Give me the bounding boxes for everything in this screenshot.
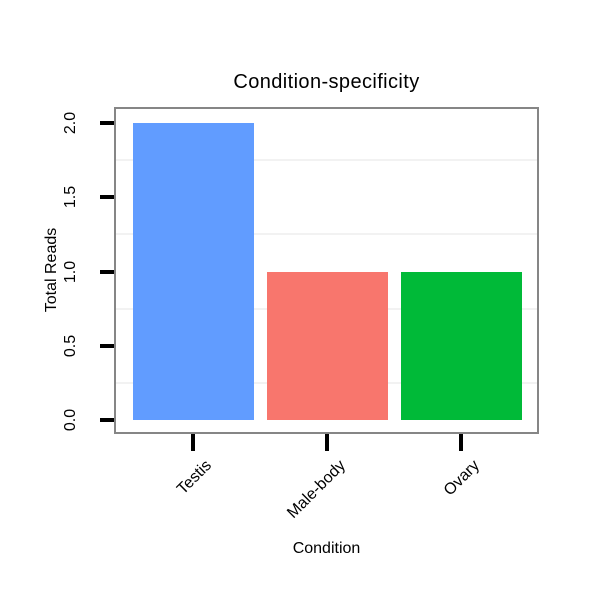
plot-panel	[114, 107, 539, 434]
x-axis-tick	[459, 434, 463, 451]
bar-male-body	[266, 271, 388, 420]
y-axis-tick	[100, 195, 114, 200]
y-axis-title: Total Reads	[43, 227, 60, 313]
y-axis-tick	[100, 269, 114, 274]
y-tick-label: 1.0	[62, 260, 79, 283]
y-axis-tick	[100, 343, 114, 348]
x-axis-tick	[325, 434, 329, 451]
y-tick-label: 0.5	[62, 334, 79, 357]
x-axis-tick	[191, 434, 195, 451]
y-axis-tick	[100, 121, 114, 125]
y-axis-tick	[100, 418, 114, 422]
bar-testis	[132, 123, 254, 420]
y-tick-label: 0.0	[62, 408, 79, 432]
y-tick-label: 2.0	[62, 111, 79, 135]
bar-ovary	[400, 271, 522, 420]
chart-title: Condition-specificity	[233, 71, 420, 93]
x-axis-title: Condition	[292, 540, 361, 557]
minor-gridline	[116, 159, 537, 162]
minor-gridline	[116, 233, 537, 236]
y-tick-label: 1.5	[62, 186, 79, 209]
